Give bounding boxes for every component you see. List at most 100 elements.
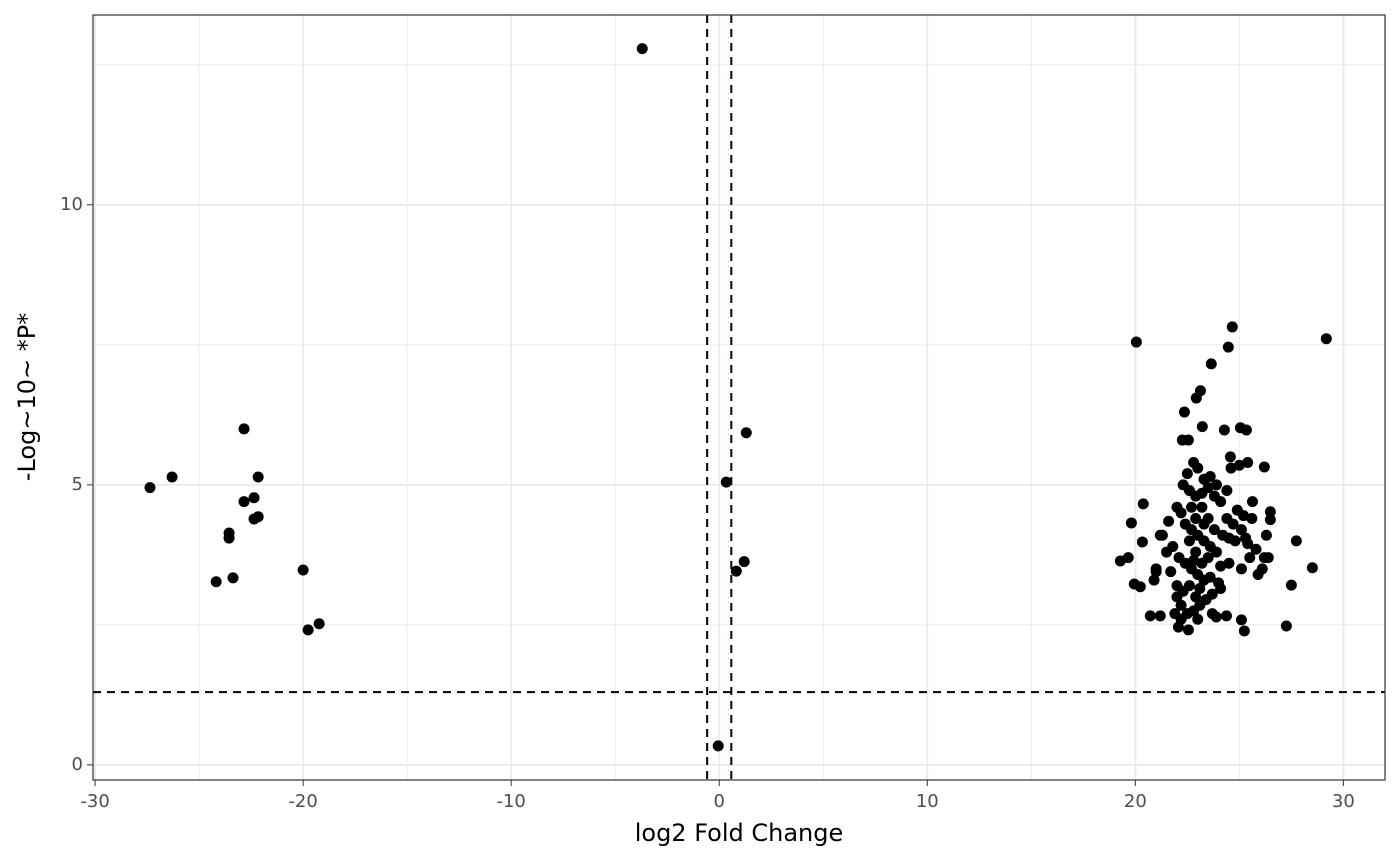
point <box>1167 540 1179 552</box>
x-tick-label: -30 <box>80 791 109 812</box>
x-tick-label: -10 <box>496 791 525 812</box>
point <box>1192 462 1204 474</box>
point <box>1250 543 1262 555</box>
point <box>1224 451 1236 463</box>
x-tick-label: 10 <box>916 791 939 812</box>
point <box>1246 496 1258 508</box>
point <box>1244 552 1256 564</box>
point <box>223 532 235 544</box>
point <box>252 511 264 523</box>
point <box>1238 510 1250 522</box>
point <box>740 427 752 439</box>
point <box>1171 501 1183 513</box>
point <box>1246 512 1258 524</box>
point <box>238 496 250 508</box>
point <box>144 482 156 494</box>
point <box>730 565 742 577</box>
point <box>1154 529 1166 541</box>
point <box>1223 557 1235 569</box>
point <box>1154 610 1166 622</box>
point <box>1235 524 1247 536</box>
point <box>1194 582 1206 594</box>
point <box>1190 512 1202 524</box>
point <box>1235 563 1247 575</box>
point <box>1223 532 1235 544</box>
point <box>1225 462 1237 474</box>
point <box>636 43 648 55</box>
point <box>712 740 724 752</box>
point <box>1169 608 1181 620</box>
x-tick-label: 30 <box>1332 791 1355 812</box>
point <box>1242 538 1254 550</box>
point <box>1188 554 1200 566</box>
point <box>1130 336 1142 348</box>
point <box>1150 563 1162 575</box>
point <box>166 471 178 483</box>
x-tick-label: -20 <box>288 791 317 812</box>
y-tick-label: 5 <box>72 474 83 495</box>
point <box>1242 456 1254 468</box>
point <box>1122 552 1134 564</box>
point <box>1190 591 1202 603</box>
point <box>1181 468 1193 480</box>
point <box>1196 421 1208 433</box>
point <box>1205 358 1217 370</box>
point <box>1320 333 1332 345</box>
point <box>1137 498 1149 510</box>
point <box>1198 518 1210 530</box>
point <box>1238 625 1250 637</box>
point <box>1202 552 1214 564</box>
point <box>1171 580 1183 592</box>
point <box>1182 624 1194 636</box>
point <box>720 476 732 488</box>
plot-border <box>92 14 1386 781</box>
point <box>1183 580 1195 592</box>
point <box>1136 536 1148 548</box>
point <box>252 471 264 483</box>
point <box>1221 512 1233 524</box>
point <box>227 572 239 584</box>
point <box>1240 424 1252 436</box>
point <box>297 564 309 576</box>
point <box>1165 566 1177 578</box>
point <box>1290 535 1302 547</box>
x-tick-label: 20 <box>1124 791 1147 812</box>
point <box>1190 546 1202 558</box>
point <box>1163 515 1175 527</box>
point <box>1204 571 1216 583</box>
point <box>1215 496 1227 508</box>
point <box>1226 321 1238 333</box>
point <box>1144 610 1156 622</box>
y-tick-label: 10 <box>60 194 83 215</box>
point <box>1235 614 1247 626</box>
point <box>1134 581 1146 593</box>
point <box>1186 501 1198 513</box>
point <box>1306 562 1318 574</box>
point <box>1264 514 1276 526</box>
point <box>1285 579 1297 591</box>
point <box>1260 529 1272 541</box>
point <box>1190 392 1202 404</box>
point <box>1221 484 1233 496</box>
point <box>1204 470 1216 482</box>
point <box>1258 552 1270 564</box>
point <box>1215 582 1227 594</box>
point <box>1208 524 1220 536</box>
point <box>1206 608 1218 620</box>
point <box>1218 424 1230 436</box>
point <box>1196 501 1208 513</box>
point <box>1280 620 1292 632</box>
point <box>1202 482 1214 494</box>
point <box>1220 610 1232 622</box>
point <box>1256 563 1268 575</box>
point <box>1264 506 1276 518</box>
y-axis-title: -Log~10~ *P* <box>13 313 41 481</box>
x-tick-label: 0 <box>714 791 725 812</box>
point <box>210 576 222 588</box>
x-axis-title: log2 Fold Change <box>635 819 844 847</box>
point <box>738 556 750 568</box>
point <box>1183 535 1195 547</box>
point <box>248 492 260 504</box>
point <box>238 423 250 435</box>
